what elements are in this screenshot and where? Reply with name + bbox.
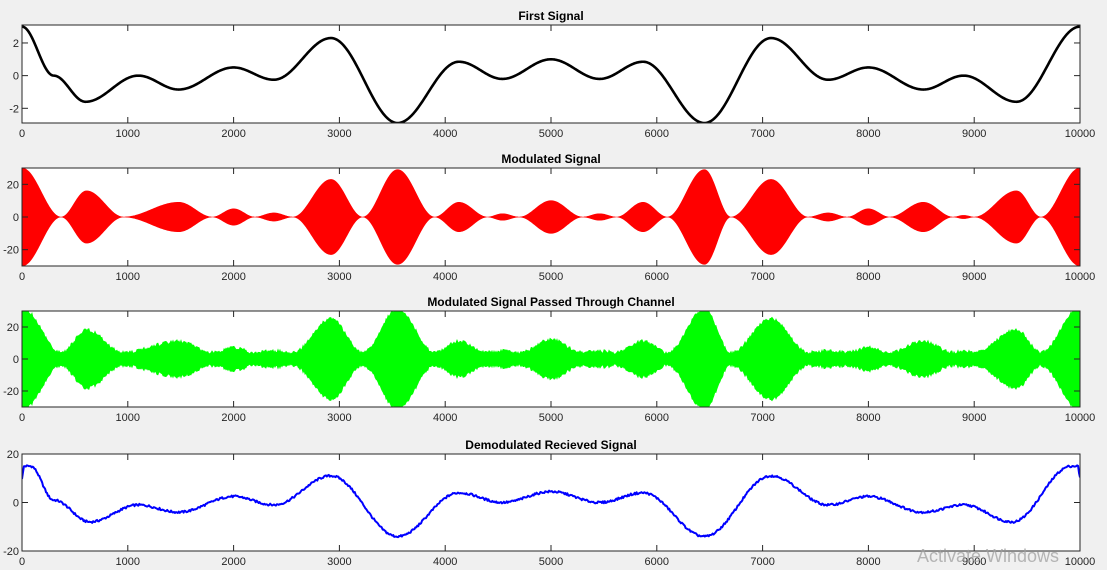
series-envelope <box>22 168 1080 266</box>
x-tick-label: 8000 <box>856 128 880 140</box>
subplot-1: First Signal 0 1000 2000 3000 4000 5000 6000 700… <box>9 9 1095 140</box>
x-tick-label: 10000 <box>1065 271 1096 283</box>
windows-activation-watermark: Activate Windows <box>917 546 1060 566</box>
x-tick-label: 0 <box>19 271 25 283</box>
y-tick-label: 0 <box>13 71 19 83</box>
x-tick-label: 2000 <box>221 556 245 568</box>
x-tick-label: 4000 <box>433 556 457 568</box>
x-tick-label: 4000 <box>433 412 457 424</box>
series-envelope <box>22 311 1080 407</box>
x-tick-label: 9000 <box>962 128 986 140</box>
x-tick-label: 6000 <box>645 556 669 568</box>
subplot-2: Modulated Signal 0 1000 2000 3000 4000 5000 600… <box>3 152 1095 283</box>
x-tick-label: 5000 <box>539 128 563 140</box>
subplot-title: Modulated Signal Passed Through Channel <box>427 295 674 309</box>
x-tick-label: 2000 <box>221 412 245 424</box>
x-tick-label: 7000 <box>750 556 774 568</box>
x-tick-label: 0 <box>19 412 25 424</box>
x-tick-label: 1000 <box>116 412 140 424</box>
x-tick-label: 9000 <box>962 556 986 568</box>
x-tick-label: 4000 <box>433 128 457 140</box>
axes-background <box>22 25 1080 123</box>
x-tick-label: 5000 <box>539 556 563 568</box>
x-tick-label: 2000 <box>221 128 245 140</box>
x-tick-label: 5000 <box>539 412 563 424</box>
y-tick-label: 2 <box>13 38 19 50</box>
y-tick-label: 0 <box>13 498 19 510</box>
series-line <box>22 464 1080 539</box>
subplot-4: Demodulated Recieved Signal 0 1000 2000 3000… <box>3 438 1095 568</box>
x-tick-label: 3000 <box>327 412 351 424</box>
x-tick-label: 3000 <box>327 271 351 283</box>
x-tick-label: 9000 <box>962 412 986 424</box>
x-tick-label: 9000 <box>962 271 986 283</box>
x-tick-label: 10000 <box>1065 128 1096 140</box>
x-tick-label: 7000 <box>750 128 774 140</box>
x-tick-label: 7000 <box>750 271 774 283</box>
x-tick-label: 10000 <box>1065 556 1096 568</box>
x-tick-label: 4000 <box>433 271 457 283</box>
x-tick-label: 1000 <box>116 556 140 568</box>
axes-background <box>22 454 1080 551</box>
subplot-title: Modulated Signal <box>501 152 600 166</box>
x-tick-label: 5000 <box>539 271 563 283</box>
y-tick-label: -20 <box>3 386 19 398</box>
y-tick-label: 20 <box>7 322 19 334</box>
x-tick-label: 8000 <box>856 271 880 283</box>
x-tick-label: 6000 <box>645 128 669 140</box>
y-tick-label: 0 <box>13 212 19 224</box>
y-tick-label: -20 <box>3 546 19 558</box>
x-tick-label: 0 <box>19 128 25 140</box>
x-tick-label: 0 <box>19 556 25 568</box>
x-tick-label: 3000 <box>327 128 351 140</box>
x-tick-label: 1000 <box>116 128 140 140</box>
y-tick-label: -20 <box>3 245 19 257</box>
y-tick-label: -2 <box>9 103 19 115</box>
x-tick-label: 8000 <box>856 412 880 424</box>
x-tick-label: 2000 <box>221 271 245 283</box>
x-tick-label: 1000 <box>116 271 140 283</box>
series-line <box>22 25 1080 123</box>
y-tick-label: 20 <box>7 449 19 461</box>
x-tick-label: 3000 <box>327 556 351 568</box>
x-tick-label: 8000 <box>856 556 880 568</box>
x-tick-label: 7000 <box>750 412 774 424</box>
x-tick-label: 6000 <box>645 412 669 424</box>
x-tick-label: 6000 <box>645 271 669 283</box>
subplot-3: Modulated Signal Passed Through Channel 0… <box>3 295 1095 424</box>
x-tick-label: 10000 <box>1065 412 1096 424</box>
y-tick-label: 0 <box>13 354 19 366</box>
subplot-title: First Signal <box>518 9 583 23</box>
y-tick-label: 20 <box>7 179 19 191</box>
subplot-title: Demodulated Recieved Signal <box>465 438 636 452</box>
